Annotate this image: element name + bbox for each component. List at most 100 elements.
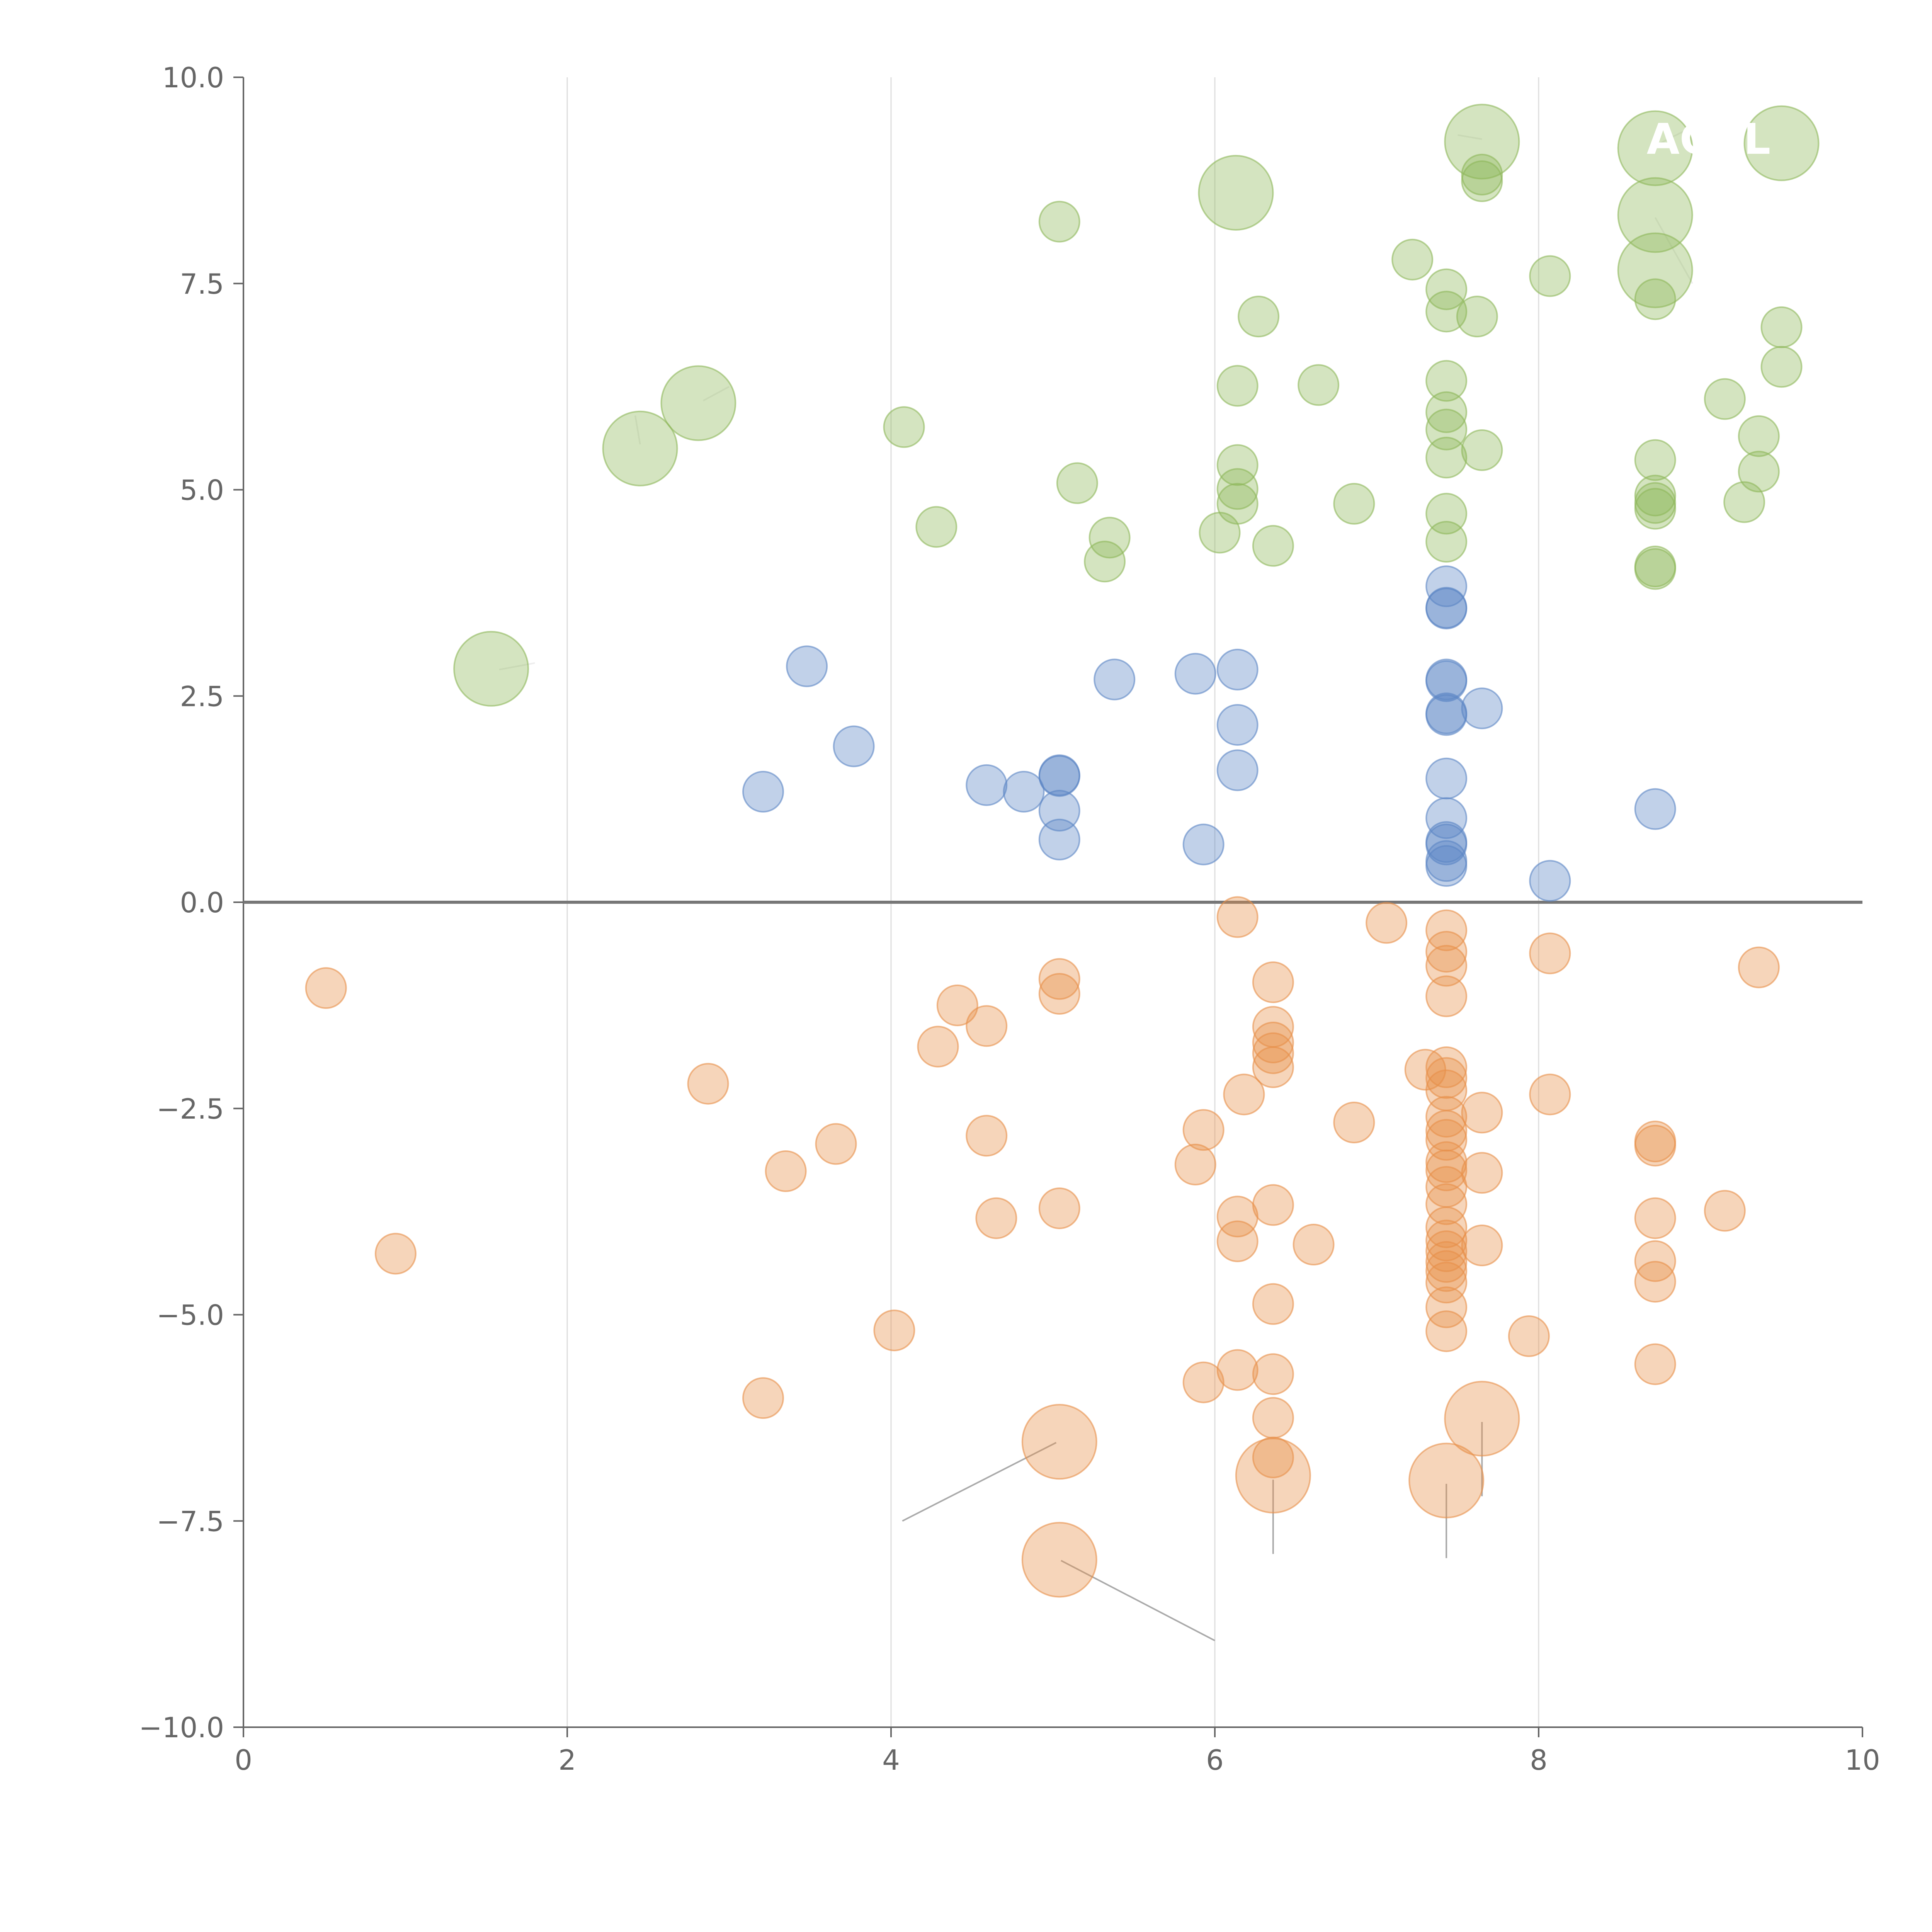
orange-bubble <box>873 1310 915 1352</box>
y-tick-label: 0.0 <box>180 886 224 919</box>
green-bubble <box>1425 391 1468 433</box>
blue-bubble <box>966 764 1008 806</box>
orange-bubble <box>1634 1124 1676 1167</box>
orange-bubble <box>1425 1057 1468 1099</box>
orange-bubble <box>374 1233 417 1275</box>
green-bubble <box>1298 364 1340 406</box>
green-bubble <box>1743 105 1820 181</box>
orange-bubble <box>975 1197 1017 1239</box>
orange-bubble <box>1216 1220 1259 1262</box>
orange-bubble <box>1704 1190 1746 1232</box>
tick-labels: 0 2 4 6 8 10 10.0 7.5 5.0 2.5 0.0 −2.5 −5.0 −7.5 −10.0 <box>139 61 1880 1776</box>
orange-bubble <box>1021 1522 1097 1598</box>
green-bubble <box>1617 232 1693 308</box>
green-bubble <box>1634 482 1676 524</box>
green-bubble <box>1634 548 1676 590</box>
blue-bubble <box>1216 648 1259 690</box>
blue-bubble <box>1425 660 1468 702</box>
orange-bubble <box>1252 1046 1294 1088</box>
blue-bubble <box>1216 704 1259 746</box>
orange-bubble <box>1508 1315 1550 1357</box>
orange-bubble <box>917 1026 959 1068</box>
green-bubble <box>1333 483 1375 525</box>
green-bubble <box>1723 481 1765 523</box>
blue-bubble <box>1003 770 1045 813</box>
orange-bubble <box>1408 1442 1485 1519</box>
green-bubble <box>1425 291 1468 333</box>
orange-bubble <box>742 1377 784 1419</box>
green-bubble <box>1216 444 1259 486</box>
blue-bubble <box>1425 694 1468 736</box>
blue-bubble <box>1634 788 1676 830</box>
y-tick-label: −5.0 <box>156 1299 224 1332</box>
green-bubble <box>1738 415 1780 457</box>
orange-bubble <box>1425 1119 1468 1161</box>
orange-bubble <box>1038 958 1080 1000</box>
orange-bubble <box>1444 1381 1520 1457</box>
orange-bubble <box>1182 1361 1225 1403</box>
green-bubble <box>1216 483 1259 525</box>
orange-bubble <box>1252 1021 1294 1063</box>
leader-line <box>703 386 730 401</box>
green-bubble <box>1216 468 1259 510</box>
orange-bubble <box>1038 973 1080 1015</box>
green-bubble <box>1760 346 1803 388</box>
x-tick-label: 6 <box>1206 1744 1224 1776</box>
green-bubble <box>1056 462 1098 504</box>
orange-bubble <box>1461 1092 1503 1134</box>
callout-labels: AGEL OG <box>1647 114 1771 354</box>
green-bubble <box>1088 517 1131 559</box>
blue-bubble <box>1216 749 1259 791</box>
orange-bubble <box>1021 1404 1097 1480</box>
leader-line <box>1654 217 1693 284</box>
orange-bubble <box>936 984 978 1026</box>
orange-bubble <box>1425 1183 1468 1225</box>
green-bubble <box>1425 360 1468 402</box>
orange-bubble <box>1293 1224 1335 1266</box>
orange-bubble <box>1182 1109 1225 1151</box>
orange-bubble <box>1333 1102 1375 1144</box>
green-bubble <box>1461 160 1503 202</box>
green-bubble <box>1617 110 1693 186</box>
orange-bubble <box>1425 1141 1468 1183</box>
orange-bubble <box>1425 945 1468 987</box>
orange-bubble <box>1366 902 1408 944</box>
green-bubble <box>1634 439 1676 481</box>
orange-bubble <box>1529 1073 1571 1116</box>
blue-bubble <box>1425 845 1468 887</box>
orange-bubble <box>1252 961 1294 1003</box>
blue-bubble <box>1425 797 1468 839</box>
x-tick-label: 0 <box>235 1744 252 1776</box>
green-bubble <box>1461 429 1503 471</box>
orange-bubble <box>305 967 347 1009</box>
orange-bubble <box>1738 946 1780 988</box>
blue-bubble <box>1174 653 1216 695</box>
orange-bubble <box>1634 1261 1676 1303</box>
green-bubble <box>1252 525 1294 567</box>
green-bubble <box>1444 104 1520 180</box>
blue-bubble <box>833 725 875 767</box>
blue-bubble <box>1425 823 1468 866</box>
orange-bubble <box>1529 932 1571 975</box>
orange-bubble <box>1425 1096 1468 1138</box>
orange-bubble <box>1425 1310 1468 1352</box>
blue-bubble <box>1425 757 1468 799</box>
green-bubble <box>1456 296 1498 338</box>
green-bubble <box>1038 201 1080 243</box>
green-bubble <box>883 406 925 448</box>
orange-bubble <box>1252 1283 1294 1325</box>
x-tick-label: 10 <box>1845 1744 1880 1776</box>
orange-bubble <box>1461 1225 1503 1267</box>
leader-line <box>1458 134 1482 140</box>
green-bubble <box>1634 488 1676 530</box>
blue-bubble <box>1461 687 1503 730</box>
leader-line <box>902 1442 1057 1522</box>
blue-bubble <box>1038 818 1080 861</box>
green-bubble <box>1216 365 1259 407</box>
green-bubble <box>1704 378 1746 420</box>
green-bubble <box>660 365 736 441</box>
blue-bubble <box>1038 790 1080 832</box>
blue-bubble <box>1425 565 1468 607</box>
y-tick-label: 7.5 <box>180 268 224 300</box>
